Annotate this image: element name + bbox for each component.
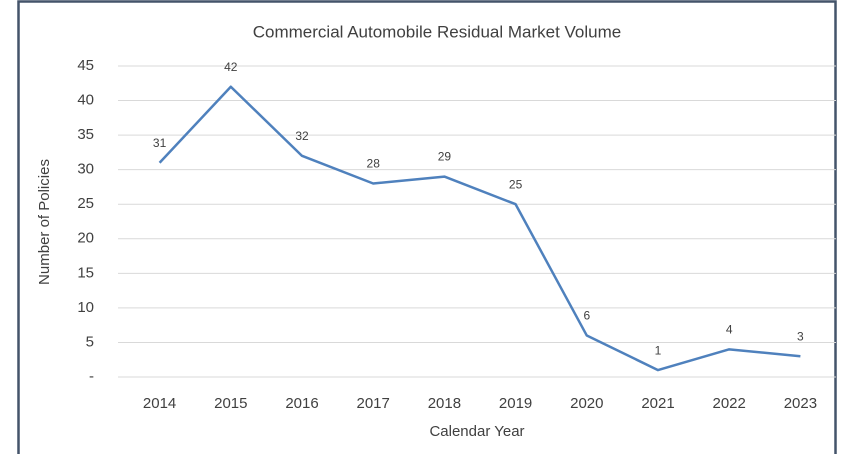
data-label: 29 <box>438 150 452 164</box>
data-label: 6 <box>583 309 590 323</box>
x-tick-label: 2018 <box>428 395 461 412</box>
x-axis-title: Calendar Year <box>429 423 524 440</box>
y-tick-label: 25 <box>77 195 94 212</box>
x-tick-label: 2014 <box>143 395 176 412</box>
data-line <box>158 85 801 372</box>
y-tick-label: 10 <box>77 299 94 316</box>
x-tick-label: 2021 <box>641 395 674 412</box>
data-label: 31 <box>153 136 167 150</box>
x-tick-label: 2019 <box>499 395 532 412</box>
y-axis-title: Number of Policies <box>36 159 53 285</box>
x-tick-label: 2017 <box>357 395 390 412</box>
data-label: 42 <box>224 60 238 74</box>
data-label: 28 <box>367 157 381 171</box>
y-tick-label: - <box>89 368 94 385</box>
data-label: 32 <box>295 129 309 143</box>
chart-frame <box>17 0 837 454</box>
x-tick-label: 2022 <box>713 395 746 412</box>
data-label: 1 <box>655 343 662 357</box>
data-label: 4 <box>726 323 733 337</box>
x-tick-label: 2020 <box>570 395 603 412</box>
x-tick-label: 2016 <box>285 395 318 412</box>
data-label: 3 <box>797 329 804 343</box>
x-tick-label: 2015 <box>214 395 247 412</box>
chart-title: Commercial Automobile Residual Market Vo… <box>253 22 622 41</box>
y-tick-label: 5 <box>86 333 94 350</box>
y-tick-label: 30 <box>77 161 94 178</box>
y-tick-label: 20 <box>77 230 94 247</box>
x-tick-label: 2023 <box>784 395 817 412</box>
y-tick-label: 40 <box>77 92 94 109</box>
y-tick-label: 15 <box>77 264 94 281</box>
y-tick-label: 45 <box>77 57 94 74</box>
y-tick-label: 35 <box>77 126 94 143</box>
data-label: 25 <box>509 177 523 191</box>
